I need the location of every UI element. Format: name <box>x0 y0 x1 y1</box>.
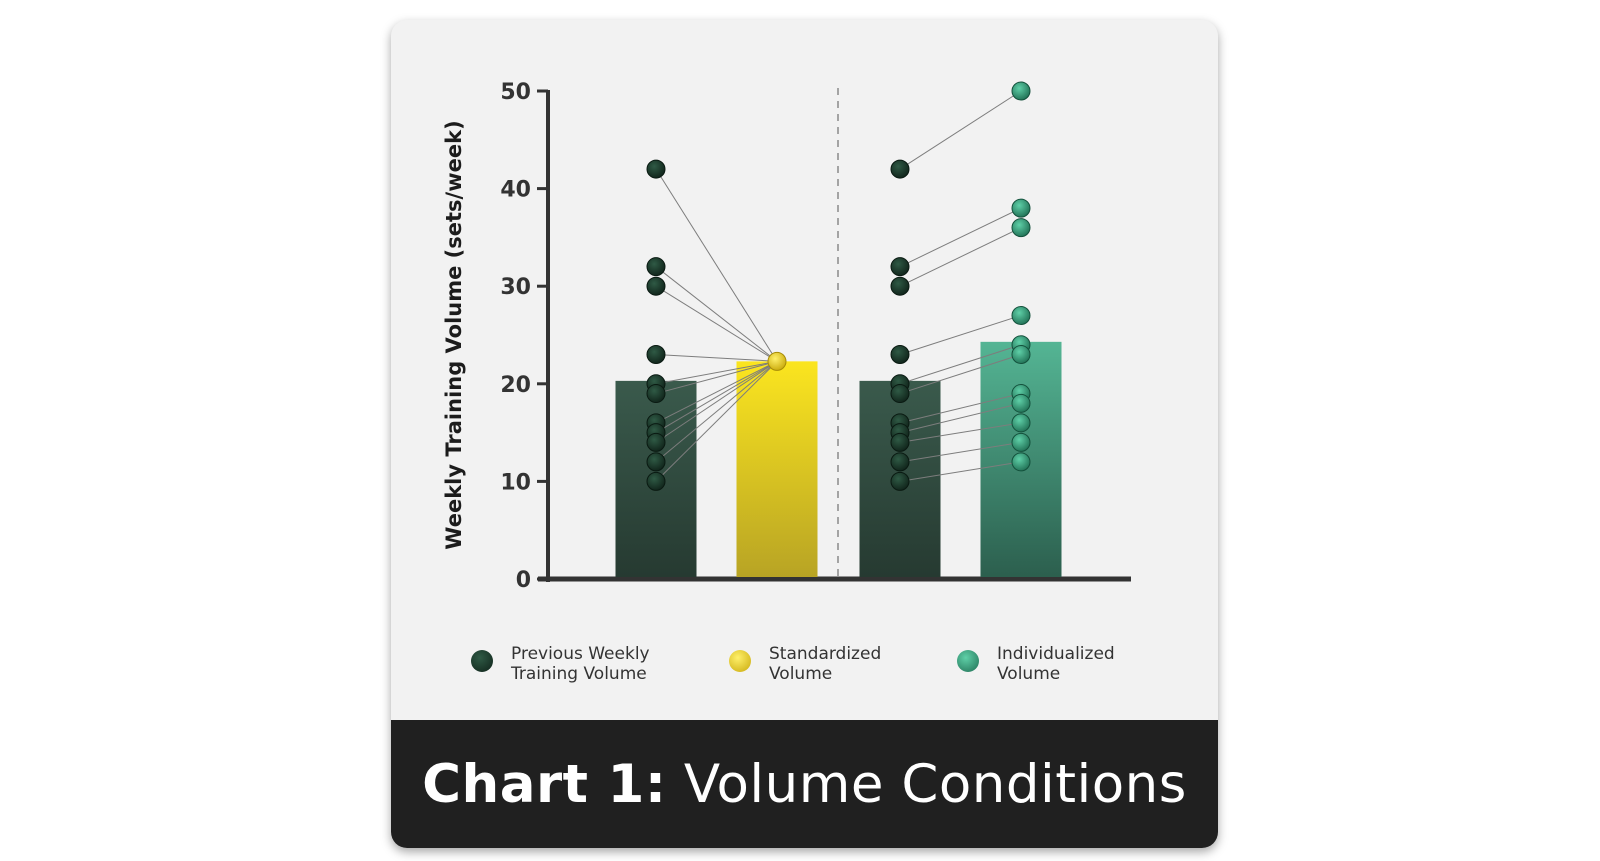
point-previous <box>646 159 666 179</box>
connector-line <box>655 360 778 463</box>
point-previous <box>646 452 666 472</box>
point-previous <box>646 384 666 404</box>
connector-line <box>655 285 778 362</box>
connector-line <box>655 266 778 362</box>
connector-line <box>899 90 1022 170</box>
connector-line <box>655 360 778 443</box>
point-individualized <box>1011 413 1031 433</box>
point-previous <box>890 345 910 365</box>
legend-label-standardized: Standardized Volume <box>769 644 882 684</box>
point-previous <box>646 257 666 277</box>
point-individualized <box>1011 81 1031 101</box>
chart-plot: 0 10 20 30 40 50 Weekly Training Volume (sets/… <box>442 80 1131 593</box>
point-individualized <box>1011 218 1031 238</box>
connector-line <box>655 354 778 362</box>
connector-line <box>899 402 1022 434</box>
y-tick-label: 0 <box>516 568 531 593</box>
legend-label-previous: Previous Weekly Training Volume <box>511 644 650 684</box>
connector-line <box>655 360 778 395</box>
legend-item-previous: Previous Weekly Training Volume <box>471 644 650 684</box>
point-previous <box>890 276 910 296</box>
connector-line <box>655 360 778 482</box>
chart-card: 0 10 20 30 40 50 Weekly Training Volume (sets/… <box>391 20 1218 848</box>
legend-swatch-standardized <box>729 650 751 672</box>
y-tick-label: 20 <box>500 373 531 398</box>
point-individualized <box>1011 452 1031 472</box>
point-individualized <box>1011 305 1031 325</box>
point-previous <box>646 432 666 452</box>
connector-line <box>899 315 1022 355</box>
connector-line <box>655 168 778 362</box>
y-axis-label: Weekly Training Volume (sets/week) <box>442 120 466 549</box>
footer-title-bold: Chart 1: <box>422 753 667 815</box>
point-individualized <box>1011 432 1031 452</box>
point-previous <box>646 276 666 296</box>
connector-line <box>899 441 1022 463</box>
legend-item-individualized: Individualized Volume <box>957 644 1115 684</box>
point-previous <box>890 471 910 491</box>
chart-legend: Previous Weekly Training Volume Standard… <box>471 644 1171 704</box>
y-tick-label: 10 <box>500 470 531 495</box>
point-standardized <box>767 351 787 371</box>
connector-line <box>899 393 1022 424</box>
point-individualized <box>1011 345 1031 365</box>
bar-standardized <box>736 361 818 577</box>
point-previous <box>890 384 910 404</box>
point-individualized <box>1011 198 1031 218</box>
point-previous <box>890 452 910 472</box>
point-previous <box>890 159 910 179</box>
point-individualized <box>1011 393 1031 413</box>
point-previous <box>646 345 666 365</box>
legend-swatch-individualized <box>957 650 979 672</box>
connector-line <box>899 227 1022 287</box>
connector-line <box>899 461 1022 482</box>
y-tick-label: 30 <box>500 275 531 300</box>
chart-footer: Chart 1: Volume Conditions <box>391 720 1218 848</box>
connector-line <box>899 207 1022 268</box>
legend-swatch-previous <box>471 650 493 672</box>
point-previous <box>646 471 666 491</box>
connector-line <box>655 360 778 424</box>
point-previous <box>890 432 910 452</box>
y-tick-label: 50 <box>500 80 531 105</box>
connector-line <box>655 360 778 434</box>
connector-line <box>899 422 1022 443</box>
point-previous <box>890 257 910 277</box>
footer-title-rest: Volume Conditions <box>666 753 1187 815</box>
connector-line <box>655 360 778 385</box>
legend-label-individualized: Individualized Volume <box>997 644 1115 684</box>
chart-footer-title: Chart 1: Volume Conditions <box>422 754 1187 815</box>
legend-item-standardized: Standardized Volume <box>729 644 881 684</box>
connector-line <box>899 344 1022 385</box>
y-tick-label: 40 <box>500 178 531 203</box>
connector-line <box>899 354 1022 395</box>
